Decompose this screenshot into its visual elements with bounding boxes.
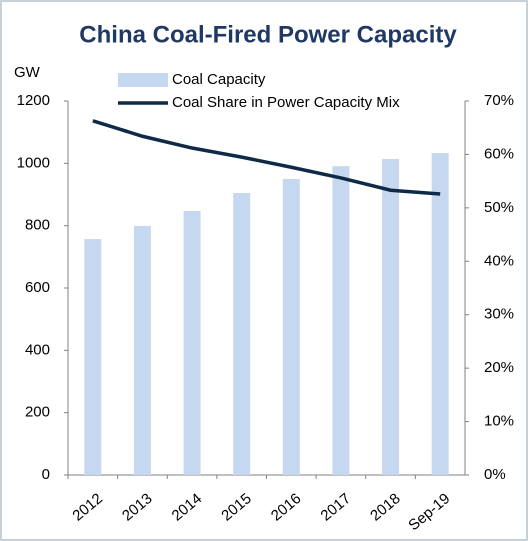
bar (332, 166, 350, 475)
y-tick-label: 1000 (17, 154, 50, 171)
y2-tick-label: 20% (484, 359, 514, 376)
y2-tick-label: 40% (484, 252, 514, 269)
bar (183, 211, 201, 476)
y2-tick-label: 60% (484, 145, 514, 162)
y-tick-label: 800 (25, 217, 50, 234)
bar (431, 153, 449, 475)
bar (382, 158, 400, 475)
y2-tick-label: 30% (484, 306, 514, 323)
y-axis-label: GW (14, 64, 41, 81)
bar (282, 178, 300, 475)
y2-tick-label: 10% (484, 413, 514, 430)
legend-label: Coal Share in Power Capacity Mix (172, 94, 400, 111)
y2-tick-label: 50% (484, 199, 514, 216)
y-tick-label: 400 (25, 341, 50, 358)
line (92, 119, 441, 196)
y-tick-label: 1200 (17, 92, 50, 109)
y-tick-label: 600 (25, 279, 50, 296)
y2-tick-label: 0% (484, 466, 506, 483)
bar (133, 225, 151, 475)
bar (233, 192, 251, 476)
legend-swatch (118, 73, 168, 87)
y-tick-label: 0 (42, 466, 50, 483)
bar (84, 239, 102, 475)
y2-tick-label: 70% (484, 92, 514, 109)
y-tick-label: 200 (25, 404, 50, 421)
chart-title: China Coal-Fired Power Capacity (79, 21, 457, 48)
legend-label: Coal Capacity (172, 71, 266, 88)
